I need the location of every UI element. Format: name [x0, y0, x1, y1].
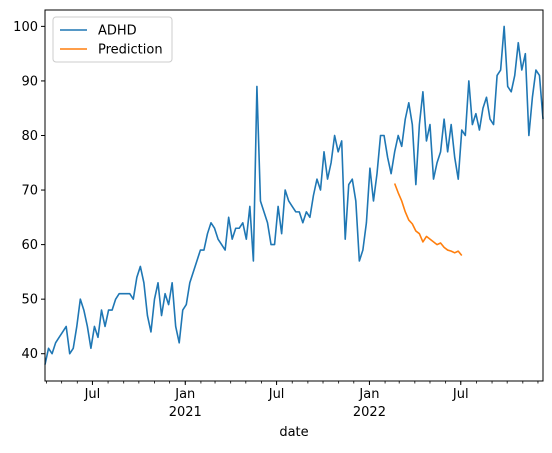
x-axis: Jul Jan 2021 Jul Jan 2022 Jul [46, 381, 539, 420]
x-tick-label: Jul [268, 387, 285, 402]
y-tick-label: 100 [13, 20, 38, 35]
y-tick-label: 60 [21, 238, 38, 253]
x-tick-year-label: 2022 [353, 405, 386, 420]
x-tick-year-label: 2021 [169, 405, 202, 420]
y-tick-label: 70 [21, 184, 38, 199]
x-tick-label: Jul [84, 387, 101, 402]
series-line-prediction [393, 183, 463, 257]
plot-frame [44, 9, 544, 382]
y-tick-label: 90 [21, 74, 38, 89]
x-tick-label: Jan [358, 387, 379, 402]
x-tick-label: Jan [174, 387, 195, 402]
series-layer [44, 25, 544, 365]
series-line-adhd [44, 25, 544, 365]
legend: ADHD Prediction [52, 16, 173, 63]
y-tick-label: 40 [21, 347, 38, 362]
y-tick-label: 80 [21, 129, 38, 144]
legend-label-prediction: Prediction [98, 43, 163, 58]
y-tick-label: 50 [21, 293, 38, 308]
legend-label-adhd: ADHD [98, 24, 137, 39]
x-tick-label: Jul [452, 387, 469, 402]
y-axis: 40 50 60 70 80 90 100 [13, 20, 45, 362]
x-axis-label: date [279, 425, 308, 440]
legend-box [52, 16, 173, 63]
